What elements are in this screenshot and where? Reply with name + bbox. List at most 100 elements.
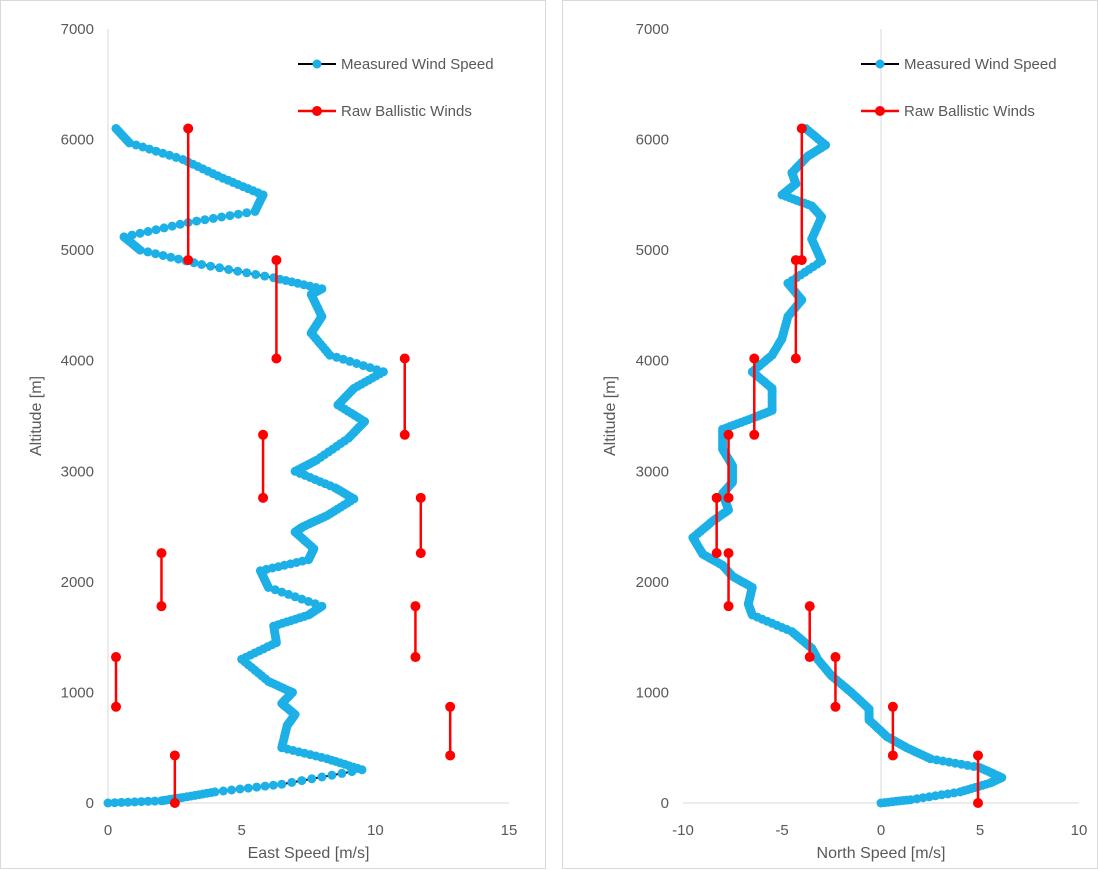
y-tick-label: 3000 — [636, 463, 669, 480]
measured-wind-point — [130, 797, 140, 807]
measured-wind-point — [260, 781, 270, 791]
x-tick-label: -5 — [775, 822, 788, 839]
x-axis-title: North Speed [m/s] — [817, 845, 946, 862]
measured-wind-point — [317, 772, 327, 782]
measured-wind-point — [127, 230, 137, 240]
measured-wind-point — [242, 268, 252, 278]
ballistic-wind-point — [749, 353, 760, 364]
ballistic-wind-point — [183, 123, 194, 134]
measured-wind-point — [260, 271, 270, 281]
measured-wind-point — [175, 219, 185, 229]
measured-wind-point — [327, 770, 337, 780]
legend-ballistic-swatch-dot — [875, 106, 885, 116]
measured-wind-point — [242, 208, 252, 218]
ballistic-wind-point — [749, 429, 760, 440]
x-tick-label: 5 — [976, 822, 984, 839]
ballistic-wind-point — [169, 750, 180, 761]
measured-wind-line — [691, 127, 1005, 804]
ballistic-wind-point — [271, 353, 282, 364]
measured-wind-point — [158, 251, 168, 260]
measured-wind-point — [206, 261, 216, 271]
y-axis-title: Altitude [m] — [28, 376, 45, 456]
y-tick-label: 2000 — [636, 574, 669, 591]
legend-measured-label: Measured Wind Speed — [341, 56, 494, 73]
ballistic-wind-point — [796, 255, 807, 266]
y-axis-title: Altitude [m] — [602, 376, 619, 456]
x-tick-label: 0 — [877, 822, 885, 839]
ballistic-wind-point — [183, 255, 194, 266]
measured-wind-point — [110, 798, 120, 808]
measured-wind-point — [243, 783, 253, 793]
ballistic-wind-point — [830, 701, 841, 712]
ballistic-wind-point — [445, 701, 456, 712]
ballistic-wind-point — [410, 652, 421, 663]
legend-measured-swatch-dot — [875, 59, 885, 69]
measured-wind-point — [277, 779, 287, 789]
ballistic-wind-point — [830, 652, 841, 663]
east-speed-chart: 0 1000 2000 3000 4000 5000 6000 7000 0 5 10 15 Altit… — [28, 21, 518, 862]
measured-wind-point — [233, 209, 243, 219]
ballistic-wind-point — [711, 548, 722, 559]
legend-ballistic-label: Raw Ballistic Winds — [904, 103, 1035, 120]
x-tick-label: 10 — [1071, 822, 1088, 839]
y-tick-label: 1000 — [636, 684, 669, 701]
ballistic-wind-point — [887, 701, 898, 712]
ballistic-wind-point — [258, 492, 269, 503]
measured-wind-point — [268, 780, 278, 790]
x-tick-label: 15 — [501, 822, 518, 839]
ballistic-wind-point — [271, 255, 282, 266]
measured-wind-point — [297, 776, 307, 786]
legend-ballistic-label: Raw Ballistic Winds — [341, 103, 472, 120]
ballistic-wind-point — [169, 798, 180, 808]
measured-wind-point — [150, 796, 160, 806]
y-tick-label: 6000 — [61, 132, 94, 149]
measured-wind-point — [103, 798, 113, 808]
ballistic-wind-point — [156, 601, 167, 612]
ballistic-wind-point — [973, 798, 984, 808]
x-axis-title: East Speed [m/s] — [248, 845, 370, 862]
measured-wind-point — [143, 796, 153, 806]
ballistic-wind-point — [887, 750, 898, 761]
y-tick-label: 5000 — [636, 242, 669, 259]
ballistic-wind-point — [723, 492, 734, 503]
north-speed-chart-panel: 0 1000 2000 3000 4000 5000 6000 7000 -10 -5 0 5 10 Al… — [562, 0, 1098, 869]
x-tick-label: -10 — [672, 822, 694, 839]
ballistic-wind-point — [111, 652, 122, 663]
ballistic-wind-point — [111, 701, 122, 712]
measured-wind-point — [215, 263, 225, 273]
x-tick-label: 0 — [104, 822, 112, 839]
measured-wind-point — [251, 270, 261, 279]
measured-wind-point — [227, 785, 237, 795]
measured-wind-point — [166, 252, 176, 262]
measured-wind-point — [167, 221, 177, 231]
measured-wind-point — [143, 227, 153, 236]
y-tick-label: 7000 — [636, 21, 669, 38]
ballistic-wind-point — [399, 353, 410, 364]
measured-wind-point — [217, 212, 227, 222]
measured-wind-point — [208, 213, 218, 223]
ballistic-wind-point — [804, 652, 815, 663]
y-tick-label: 0 — [661, 795, 669, 812]
ballistic-wind-point — [156, 548, 167, 559]
measured-wind-point — [192, 216, 202, 226]
measured-wind-point — [123, 797, 133, 807]
ballistic-wind-point — [415, 548, 426, 559]
y-tick-label: 1000 — [61, 684, 94, 701]
ballistic-wind-point — [723, 548, 734, 559]
y-tick-label: 4000 — [636, 353, 669, 370]
ballistic-wind-point — [973, 750, 984, 761]
measured-wind-point — [307, 774, 317, 784]
ballistic-wind-point — [445, 750, 456, 761]
measured-wind-point — [143, 247, 153, 257]
ballistic-wind-point — [711, 492, 722, 503]
measured-wind-point — [337, 768, 347, 778]
north-speed-chart: 0 1000 2000 3000 4000 5000 6000 7000 -10 -5 0 5 10 Al… — [602, 21, 1088, 862]
measured-wind-point — [252, 782, 262, 792]
ballistic-wind-point — [723, 429, 734, 440]
measured-wind-point — [233, 266, 243, 276]
x-tick-label: 5 — [237, 822, 245, 839]
measured-wind-point — [210, 787, 220, 797]
y-tick-label: 3000 — [61, 463, 94, 480]
east-speed-chart-panel: 0 1000 2000 3000 4000 5000 6000 7000 0 5 10 15 Altit… — [0, 0, 546, 869]
ballistic-wind-point — [415, 492, 426, 503]
